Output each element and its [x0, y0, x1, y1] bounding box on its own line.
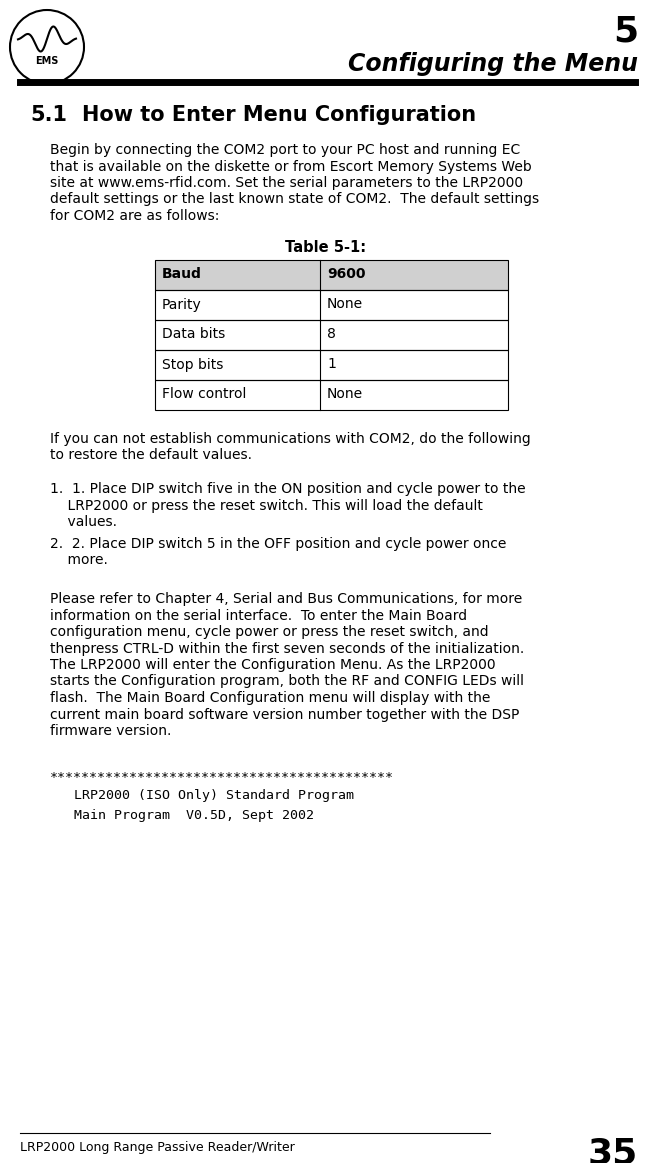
Bar — [155, 259, 508, 290]
Text: flash.  The Main Board Configuration menu will display with the: flash. The Main Board Configuration menu… — [50, 691, 490, 705]
Text: firmware version.: firmware version. — [50, 725, 171, 739]
Text: 5.1: 5.1 — [30, 105, 67, 124]
Text: LRP2000 Long Range Passive Reader/Writer: LRP2000 Long Range Passive Reader/Writer — [20, 1141, 295, 1154]
Text: Main Program  V0.5D, Sept 2002: Main Program V0.5D, Sept 2002 — [50, 808, 314, 821]
Text: more.: more. — [50, 554, 108, 568]
Text: 2.  2. Place DIP switch 5 in the OFF position and cycle power once: 2. 2. Place DIP switch 5 in the OFF posi… — [50, 537, 506, 551]
Text: Stop bits: Stop bits — [162, 357, 223, 371]
Text: that is available on the diskette or from Escort Memory Systems Web: that is available on the diskette or fro… — [50, 159, 532, 173]
Text: 8: 8 — [327, 328, 336, 342]
Text: thenpress CTRL-D within the first seven seconds of the initialization.: thenpress CTRL-D within the first seven … — [50, 642, 524, 656]
Text: The LRP2000 will enter the Configuration Menu. As the LRP2000: The LRP2000 will enter the Configuration… — [50, 658, 496, 672]
Bar — [155, 350, 508, 379]
Text: information on the serial interface.  To enter the Main Board: information on the serial interface. To … — [50, 608, 467, 622]
Text: EMS: EMS — [35, 56, 59, 66]
Text: site at www.ems-rfid.com. Set the serial parameters to the LRP2000: site at www.ems-rfid.com. Set the serial… — [50, 176, 523, 190]
Text: for COM2 are as follows:: for COM2 are as follows: — [50, 209, 219, 223]
Text: LRP2000 (ISO Only) Standard Program: LRP2000 (ISO Only) Standard Program — [50, 790, 354, 802]
Text: Begin by connecting the COM2 port to your PC host and running EC: Begin by connecting the COM2 port to you… — [50, 143, 520, 157]
Text: values.: values. — [50, 515, 117, 529]
Text: 1.  1. Place DIP switch five in the ON position and cycle power to the: 1. 1. Place DIP switch five in the ON po… — [50, 483, 526, 497]
Text: Please refer to Chapter 4, Serial and Bus Communications, for more: Please refer to Chapter 4, Serial and Bu… — [50, 592, 522, 606]
Bar — [155, 259, 508, 290]
Text: Table 5-1:: Table 5-1: — [285, 240, 366, 255]
Bar — [155, 320, 508, 350]
Text: 35: 35 — [588, 1137, 638, 1163]
Text: Configuring the Menu: Configuring the Menu — [348, 52, 638, 76]
Bar — [155, 290, 508, 320]
Text: default settings or the last known state of COM2.  The default settings: default settings or the last known state… — [50, 193, 539, 207]
Text: LRP2000 or press the reset switch. This will load the default: LRP2000 or press the reset switch. This … — [50, 499, 483, 513]
Text: configuration menu, cycle power or press the reset switch, and: configuration menu, cycle power or press… — [50, 625, 488, 638]
Text: starts the Configuration program, both the RF and CONFIG LEDs will: starts the Configuration program, both t… — [50, 675, 524, 688]
Text: 9600: 9600 — [327, 267, 366, 281]
Text: Flow control: Flow control — [162, 387, 246, 401]
Text: Parity: Parity — [162, 298, 202, 312]
Text: *******************************************: ****************************************… — [50, 771, 394, 784]
Text: Baud: Baud — [162, 267, 202, 281]
Text: None: None — [327, 387, 363, 401]
Text: 5: 5 — [613, 15, 638, 49]
Text: Data bits: Data bits — [162, 328, 225, 342]
Text: If you can not establish communications with COM2, do the following: If you can not establish communications … — [50, 431, 531, 445]
Text: to restore the default values.: to restore the default values. — [50, 448, 252, 462]
Text: 1: 1 — [327, 357, 336, 371]
Bar — [155, 379, 508, 409]
Text: current main board software version number together with the DSP: current main board software version numb… — [50, 707, 519, 721]
Text: How to Enter Menu Configuration: How to Enter Menu Configuration — [82, 105, 476, 124]
Text: None: None — [327, 298, 363, 312]
